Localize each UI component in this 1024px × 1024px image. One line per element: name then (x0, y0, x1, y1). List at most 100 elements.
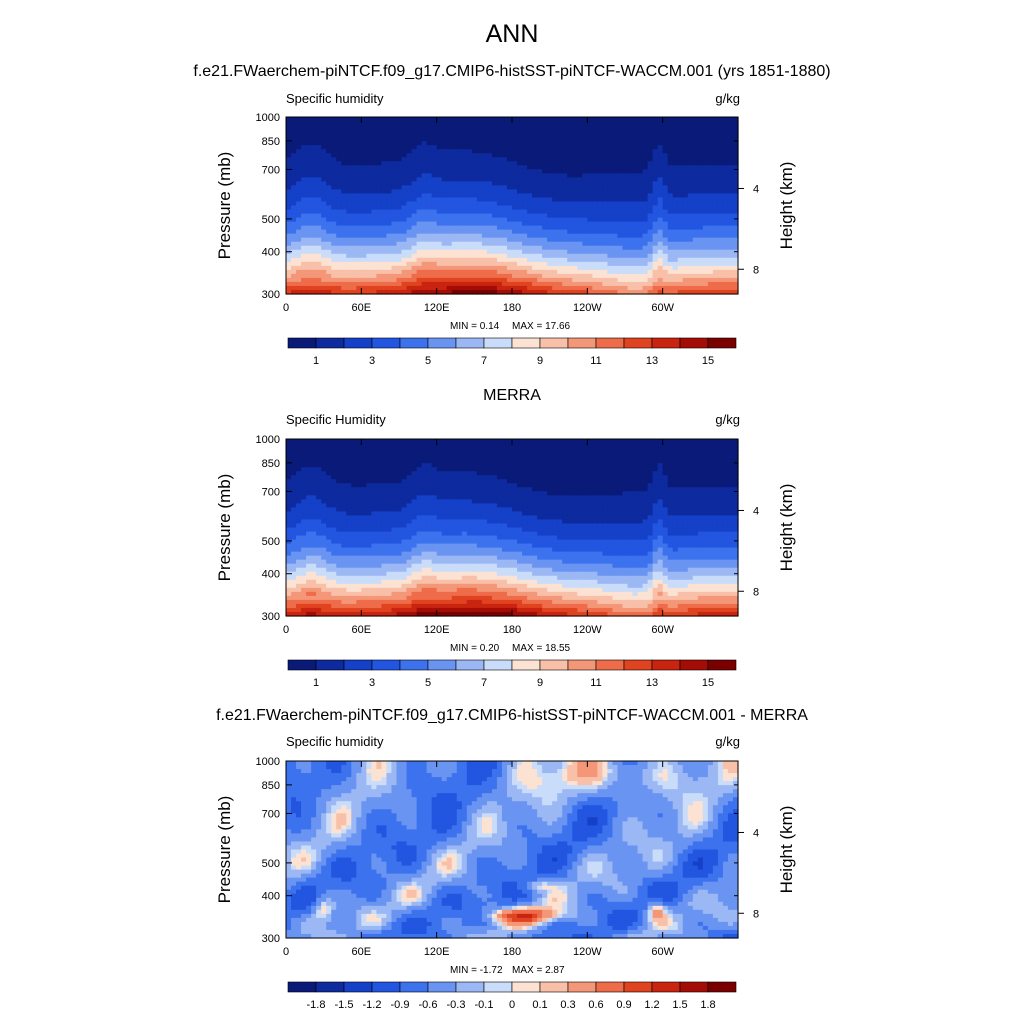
colorbar-swatch (567, 337, 597, 349)
colorbar-swatch (399, 337, 429, 349)
panel-1-variable: Specific humidity (286, 91, 384, 106)
colorbar-swatch (343, 659, 373, 671)
colorbar-swatch (595, 659, 625, 671)
pressure-tick-label: 700 (262, 486, 280, 498)
colorbar-label: 7 (481, 677, 487, 689)
obs-title: MERRA (483, 387, 541, 404)
colorbar-label: 3 (369, 677, 375, 689)
pressure-tick-label: 500 (262, 214, 280, 226)
panel-2-min: MIN = 0.20 (450, 643, 500, 654)
longitude-tick-label: 60W (651, 302, 674, 314)
colorbar-swatch (287, 981, 317, 993)
colorbar-swatch (595, 337, 625, 349)
colorbar-swatch (371, 337, 401, 349)
longitude-tick-label: 120E (424, 624, 450, 636)
height-tick-label: 8 (753, 264, 759, 276)
colorbar-swatch (315, 659, 345, 671)
longitude-tick-label: 120E (424, 946, 450, 958)
pressure-tick-label: 300 (262, 611, 280, 623)
colorbar-label: 15 (702, 355, 714, 367)
pressure-tick-label: 850 (262, 458, 280, 470)
colorbar-label: 11 (590, 677, 601, 689)
colorbar-swatch (371, 981, 401, 993)
longitude-tick-label: 0 (283, 624, 289, 636)
colorbar-label: 15 (702, 677, 714, 689)
colorbar-label: 9 (537, 355, 543, 367)
longitude-tick-label: 60E (352, 946, 372, 958)
colorbar-label: 11 (590, 355, 601, 367)
colorbar-swatch (399, 659, 429, 671)
colorbar-label: 0 (509, 999, 515, 1011)
pressure-axis-title: Pressure (mb) (215, 796, 234, 904)
panel-difference-specific-humidity: 300 400 500 700 850 1000 8 4 0 60E 120E 180 120W 60W P… (215, 756, 796, 958)
colorbar-label: 3 (369, 355, 375, 367)
pressure-tick-label: 850 (262, 136, 280, 148)
longitude-tick-label: 120W (573, 302, 602, 314)
colorbar-label: 7 (481, 355, 487, 367)
colorbar-label: 1 (313, 677, 319, 689)
pressure-tick-label: 300 (262, 933, 280, 945)
colorbar-label: -0.6 (419, 999, 438, 1011)
panel-3-min: MIN = -1.72 (450, 965, 503, 976)
pressure-tick-label: 300 (262, 289, 280, 301)
colorbar-swatch (455, 659, 485, 671)
panel-3-units: g/kg (715, 734, 740, 749)
contour-field (286, 761, 739, 939)
colorbar-label: 5 (425, 355, 431, 367)
colorbar-swatch (511, 337, 541, 349)
colorbar-merra: 1 3 5 7 9 11 13 15 (287, 659, 737, 689)
colorbar-label: -1.2 (363, 999, 382, 1011)
colorbar-label: -1.5 (335, 999, 354, 1011)
colorbar-swatch (455, 337, 485, 349)
height-tick-label: 8 (753, 586, 759, 598)
colorbar-swatch (427, 337, 457, 349)
panel-2-units: g/kg (715, 412, 740, 427)
colorbar-swatch (679, 659, 709, 671)
longitude-tick-label: 180 (503, 946, 521, 958)
colorbar-label: 5 (425, 677, 431, 689)
contour-field (286, 117, 739, 295)
panel-1-min: MIN = 0.14 (450, 321, 500, 332)
height-tick-label: 4 (753, 827, 759, 839)
pressure-tick-label: 850 (262, 780, 280, 792)
colorbar-swatch (679, 981, 709, 993)
colorbar-swatch (707, 337, 737, 349)
height-axis-title: Height (km) (777, 484, 796, 572)
colorbar-swatch (707, 981, 737, 993)
colorbar-label: 13 (646, 355, 658, 367)
colorbar-swatch (399, 981, 429, 993)
panel-2-variable: Specific Humidity (286, 412, 386, 427)
colorbar-swatch (623, 337, 653, 349)
figure-title: ANN (485, 20, 539, 48)
longitude-tick-label: 120W (573, 946, 602, 958)
colorbar-label: 0.9 (616, 999, 631, 1011)
colorbar-swatch (343, 981, 373, 993)
colorbar-label: 13 (646, 677, 658, 689)
pressure-tick-label: 1000 (256, 756, 280, 768)
colorbar-swatch (679, 337, 709, 349)
colorbar-label: -0.3 (447, 999, 466, 1011)
longitude-tick-label: 60W (651, 624, 674, 636)
colorbar-label: 0.1 (532, 999, 547, 1011)
colorbar-swatch (651, 981, 681, 993)
longitude-tick-label: 120W (573, 624, 602, 636)
pressure-tick-label: 400 (262, 569, 280, 581)
colorbar-swatch (539, 337, 569, 349)
pressure-tick-label: 1000 (256, 112, 280, 124)
colorbar-swatch (427, 659, 457, 671)
height-axis-title: Height (km) (777, 806, 796, 894)
colorbar-label: -0.9 (391, 999, 410, 1011)
diff-title: f.e21.FWaerchem-piNTCF.f09_g17.CMIP6-his… (216, 707, 808, 724)
colorbar-label: -1.8 (307, 999, 326, 1011)
panel-2-max: MAX = 18.55 (512, 643, 571, 654)
colorbar-swatch (483, 337, 513, 349)
pressure-tick-label: 700 (262, 808, 280, 820)
colorbar-label: -0.1 (475, 999, 494, 1011)
longitude-tick-label: 180 (503, 302, 521, 314)
contour-field (286, 439, 739, 617)
colorbar-model: 1 3 5 7 9 11 13 15 (287, 337, 737, 367)
colorbar-swatch (287, 659, 317, 671)
pressure-tick-label: 400 (262, 891, 280, 903)
colorbar-swatch (483, 981, 513, 993)
longitude-tick-label: 60W (651, 946, 674, 958)
